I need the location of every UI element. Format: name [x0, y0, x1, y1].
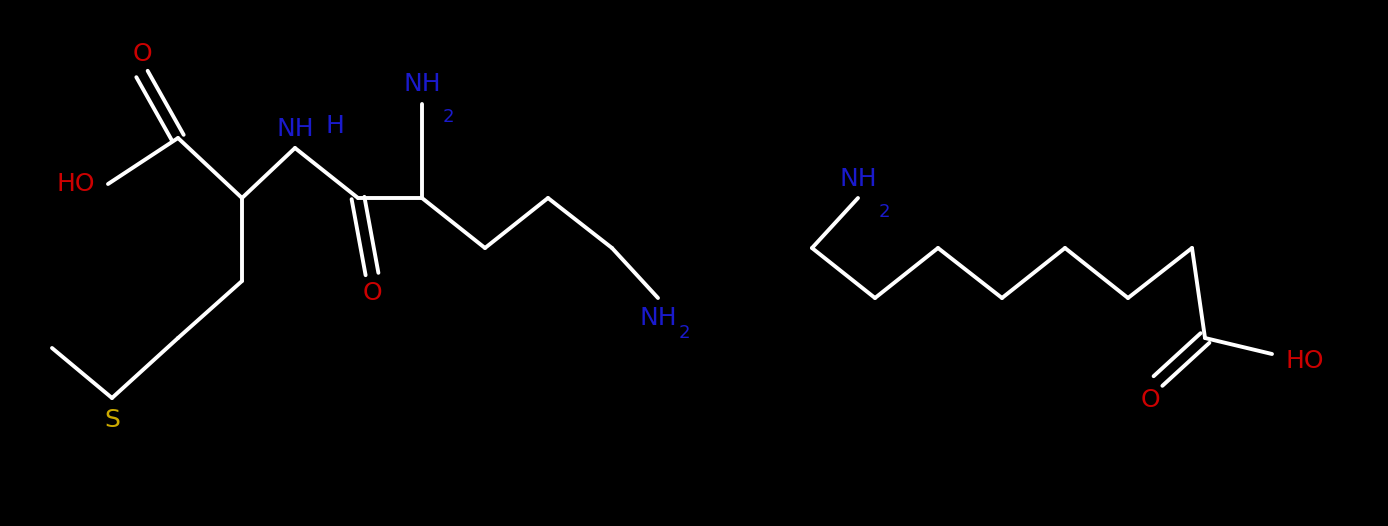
- Text: O: O: [132, 42, 151, 66]
- Text: H: H: [325, 114, 344, 138]
- Text: O: O: [362, 281, 382, 305]
- Text: NH: NH: [640, 306, 677, 330]
- Text: O: O: [1140, 388, 1160, 412]
- Text: NH: NH: [403, 72, 441, 96]
- Text: 2: 2: [879, 203, 891, 221]
- Text: NH: NH: [276, 117, 314, 141]
- Text: 2: 2: [679, 324, 690, 342]
- Text: HO: HO: [1285, 349, 1324, 373]
- Text: 2: 2: [443, 108, 454, 126]
- Text: HO: HO: [57, 172, 94, 196]
- Text: NH: NH: [840, 167, 877, 191]
- Text: S: S: [104, 408, 119, 432]
